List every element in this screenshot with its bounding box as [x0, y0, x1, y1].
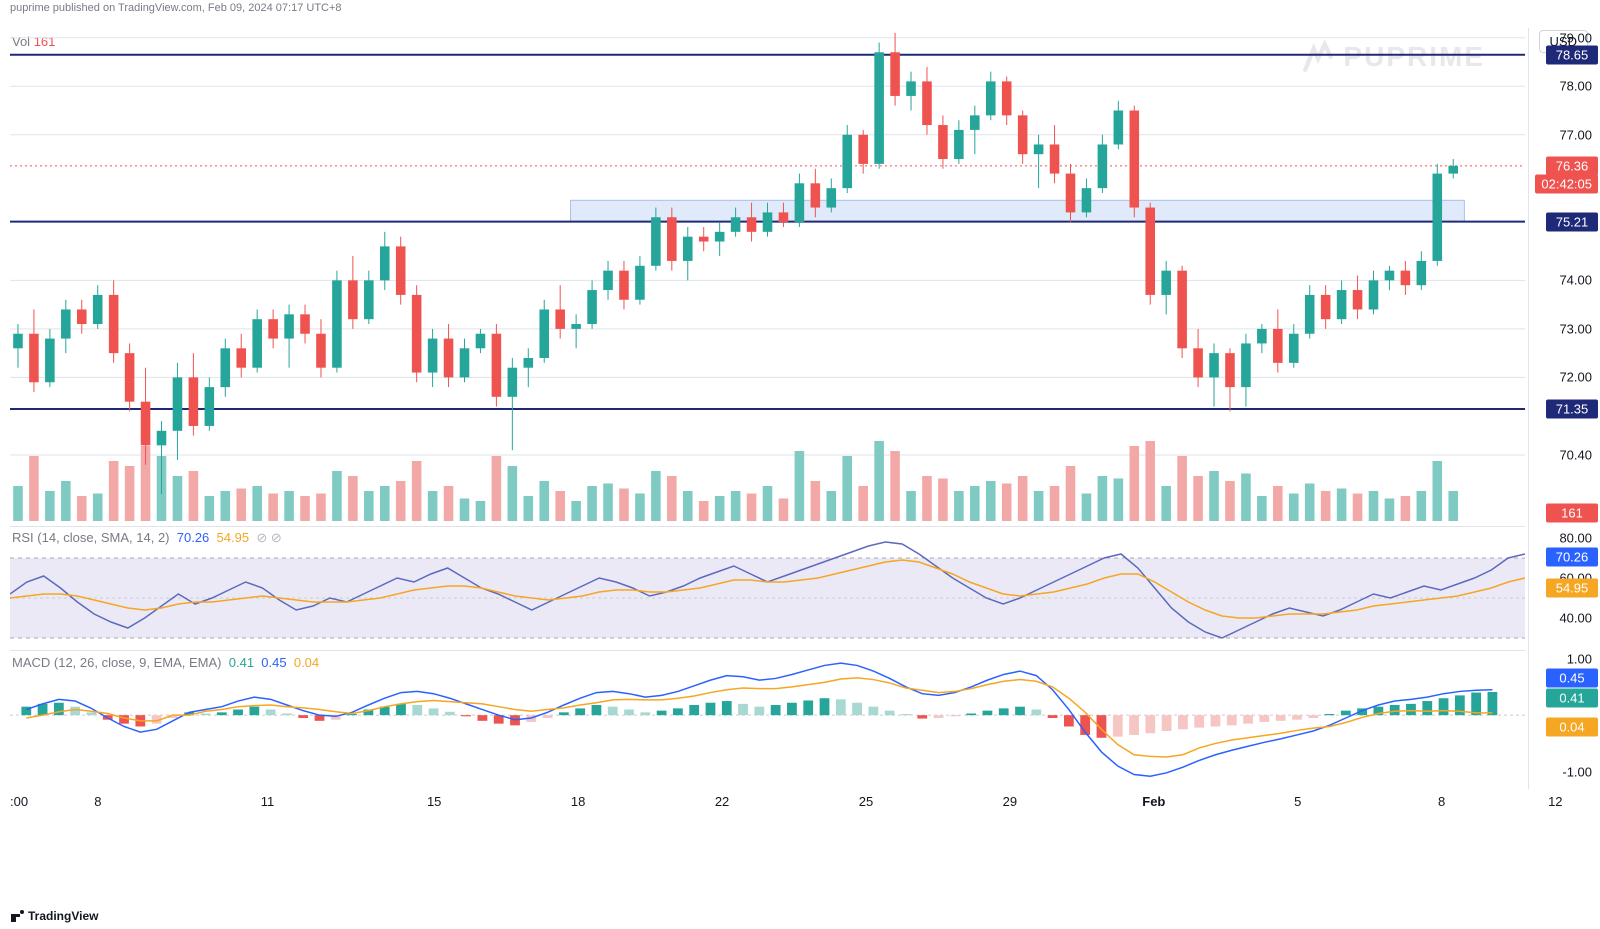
- y-tick: 1.00: [1567, 651, 1592, 666]
- chart-area[interactable]: RSI (14, close, SMA, 14, 2) 70.26 54.95 …: [10, 28, 1525, 789]
- x-tick: Feb: [1142, 794, 1165, 809]
- x-tick: 8: [94, 794, 101, 809]
- x-tick: 25: [859, 794, 873, 809]
- current-price-tag: 76.36: [1546, 156, 1598, 175]
- pane-separator: [10, 526, 1525, 527]
- rsi-sma-tag: 54.95: [1546, 579, 1598, 598]
- rsi-pane[interactable]: RSI (14, close, SMA, 14, 2) 70.26 54.95 …: [10, 528, 1525, 648]
- y-tick: -1.00: [1562, 764, 1592, 779]
- macd-line-tag: 0.45: [1546, 668, 1598, 687]
- macd-hist-tag: 0.41: [1546, 689, 1598, 708]
- y-tick: 73.00: [1559, 321, 1592, 336]
- price-level-tag: 78.65: [1546, 45, 1598, 64]
- x-tick: 15: [427, 794, 441, 809]
- y-tick: 80.00: [1559, 531, 1592, 546]
- x-tick: 12: [1548, 794, 1562, 809]
- x-tick: 5: [1294, 794, 1301, 809]
- x-tick: 8: [1438, 794, 1445, 809]
- y-tick: 74.00: [1559, 273, 1592, 288]
- x-tick: 22: [715, 794, 729, 809]
- pane-separator: [10, 650, 1525, 651]
- y-tick: 79.00: [1559, 30, 1592, 45]
- volume-tag: 161: [1546, 504, 1598, 523]
- time-axis: :008111518222529Feb5812: [10, 786, 1525, 811]
- y-tick: 40.00: [1559, 611, 1592, 626]
- tradingview-icon: [10, 909, 24, 923]
- x-tick: 18: [571, 794, 585, 809]
- y-tick: 77.00: [1559, 127, 1592, 142]
- footer-text: TradingView: [28, 909, 98, 923]
- macd-pane[interactable]: MACD (12, 26, close, 9, EMA, EMA) 0.41 0…: [10, 653, 1525, 783]
- macd-signal-tag: 0.04: [1546, 717, 1598, 736]
- x-tick: 11: [261, 794, 275, 809]
- y-tick: 70.40: [1559, 448, 1592, 463]
- y-axis[interactable]: 70.40 72.00 73.00 74.00 77.00 78.00 79.0078.65…: [1528, 28, 1600, 789]
- countdown-tag: 02:42:05: [1535, 174, 1598, 193]
- price-level-tag: 75.21: [1546, 212, 1598, 231]
- macd-svg: [10, 653, 1525, 783]
- rsi-value-tag: 70.26: [1546, 548, 1598, 567]
- footer: TradingView: [10, 909, 98, 923]
- y-tick: 78.00: [1559, 79, 1592, 94]
- price-svg: [10, 28, 1525, 523]
- x-tick: 29: [1003, 794, 1017, 809]
- publish-info: puprime published on TradingView.com, Fe…: [10, 2, 342, 14]
- price-level-tag: 71.35: [1546, 399, 1598, 418]
- y-tick: 72.00: [1559, 370, 1592, 385]
- x-tick: :00: [10, 794, 28, 809]
- price-pane[interactable]: [10, 28, 1525, 523]
- rsi-svg: [10, 528, 1525, 648]
